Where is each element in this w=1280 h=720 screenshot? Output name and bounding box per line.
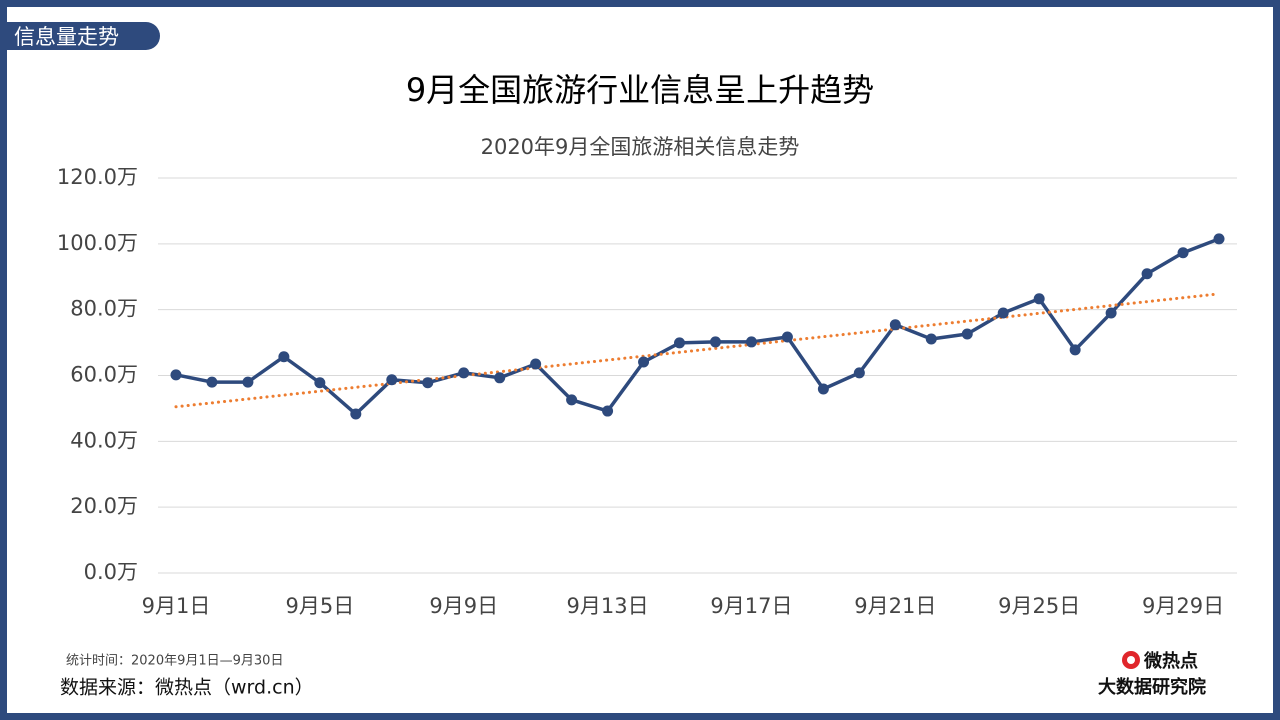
org-text: 大数据研究院 [1098,676,1206,698]
point [961,328,973,340]
series-line [175,237,1220,416]
point [602,405,614,417]
logo-icon-eye [1127,656,1135,664]
point [745,336,757,348]
point [889,319,901,331]
y-tick-label: 40.0万 [70,428,138,452]
point [1141,268,1153,280]
point [314,377,326,389]
x-tick-label: 9月5日 [285,594,354,618]
y-tick-label: 60.0万 [70,363,138,387]
point [925,333,937,345]
y-tick-label: 120.0万 [57,165,138,189]
trend-line [174,292,1221,409]
point [709,336,721,348]
x-tick-label: 9月29日 [1142,594,1224,618]
point [206,376,218,388]
point [1069,344,1081,356]
point [170,369,182,381]
point [350,408,362,420]
y-tick-label: 0.0万 [84,560,138,584]
point [997,307,1009,319]
x-tick-label: 9月25日 [998,594,1080,618]
badge-bg [7,22,160,50]
point [278,351,290,363]
point [386,374,398,386]
point [458,367,470,379]
point [817,383,829,395]
point [530,358,542,370]
source-note: 数据来源：微热点（wrd.cn） [60,677,314,699]
y-tick-label: 20.0万 [70,494,138,518]
chart-title: 9月全国旅游行业信息呈上升趋势 [406,71,874,109]
chart-subtitle: 2020年9月全国旅游相关信息走势 [481,135,800,159]
x-tick-label: 9月13日 [567,594,649,618]
x-tick-label: 9月1日 [142,594,211,618]
point [494,372,506,384]
point [781,331,793,343]
point [1105,307,1117,319]
badge: 信息量走势 [14,25,119,49]
x-tick-label: 9月21日 [854,594,936,618]
point [853,367,865,379]
y-tick-label: 100.0万 [57,231,138,255]
point [1033,293,1045,305]
point [566,394,578,406]
logo-text: 微热点 [1143,650,1198,672]
point [422,377,434,389]
point [638,356,650,368]
period-note: 统计时间：2020年9月1日—9月30日 [66,654,283,669]
y-tick-label: 80.0万 [70,297,138,321]
point [1213,233,1225,245]
x-tick-label: 9月17日 [710,594,792,618]
x-tick-label: 9月9日 [429,594,498,618]
point [242,376,254,388]
point [674,337,686,349]
point [1177,247,1189,259]
